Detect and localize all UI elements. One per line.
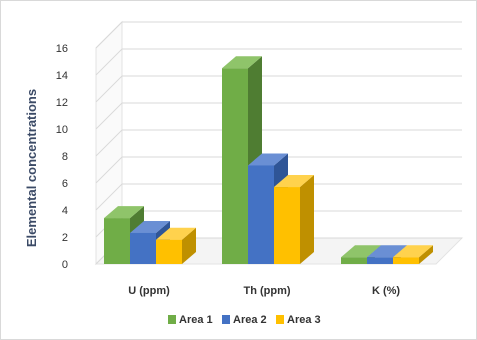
legend-item: Area 1	[168, 314, 213, 326]
y-axis-ticks: 0 2 4 6 8 10 12 14 16	[56, 43, 68, 271]
bar-side	[419, 245, 433, 264]
y-tick-label: 12	[56, 97, 68, 109]
gridline	[95, 156, 462, 184]
gridline	[95, 48, 462, 76]
bar-front	[156, 239, 182, 264]
y-tick-label: 8	[62, 151, 68, 163]
bar	[156, 227, 196, 264]
bar-top	[274, 175, 314, 188]
legend-swatch	[168, 315, 176, 324]
y-tick-label: 0	[62, 259, 68, 271]
bar	[393, 245, 433, 264]
bar-front	[248, 165, 274, 264]
y-tick-label: 2	[62, 232, 68, 244]
bar-top	[156, 227, 196, 240]
legend-label: Area 3	[287, 314, 321, 326]
y-axis-label: Elemental concentrations	[24, 89, 39, 247]
bar-front	[393, 257, 419, 264]
legend-item: Area 2	[222, 314, 267, 326]
y-tick-label: 4	[62, 205, 68, 217]
legend-swatch	[222, 315, 230, 324]
bar-top	[367, 245, 407, 258]
bar-top	[222, 56, 262, 69]
bars	[104, 56, 433, 264]
y-tick-label: 10	[56, 124, 68, 136]
legend-label: Area 1	[179, 314, 213, 326]
bar-front	[367, 257, 393, 264]
bar-top	[341, 245, 381, 258]
bar	[274, 175, 314, 264]
gridline	[95, 102, 462, 130]
bar-side	[300, 175, 314, 264]
gridline	[95, 21, 462, 49]
bar-top	[104, 206, 144, 219]
x-axis-categories: U (ppm) Th (ppm) K (%)	[128, 285, 400, 297]
bar-top	[393, 245, 433, 258]
bar-front	[341, 257, 367, 264]
x-tick-label: U (ppm)	[128, 285, 170, 297]
y-tick-label: 6	[62, 178, 68, 190]
bar-top	[248, 153, 288, 166]
bar-front	[222, 68, 248, 264]
bar-front	[104, 218, 130, 264]
x-tick-label: K (%)	[372, 285, 400, 297]
legend-label: Area 2	[233, 314, 267, 326]
bar-top	[130, 220, 170, 233]
y-tick-label: 14	[56, 70, 68, 82]
bar-front	[130, 232, 156, 264]
legend-item: Area 3	[276, 314, 321, 326]
bar-side	[182, 227, 196, 264]
bar-front	[274, 187, 300, 264]
gridline	[95, 75, 462, 103]
x-tick-label: Th (ppm)	[243, 285, 290, 297]
legend-swatch	[276, 315, 284, 324]
y-tick-label: 16	[56, 43, 68, 55]
legend: Area 1 Area 2 Area 3	[168, 314, 321, 326]
gridline	[95, 183, 462, 211]
gridline	[95, 129, 462, 157]
